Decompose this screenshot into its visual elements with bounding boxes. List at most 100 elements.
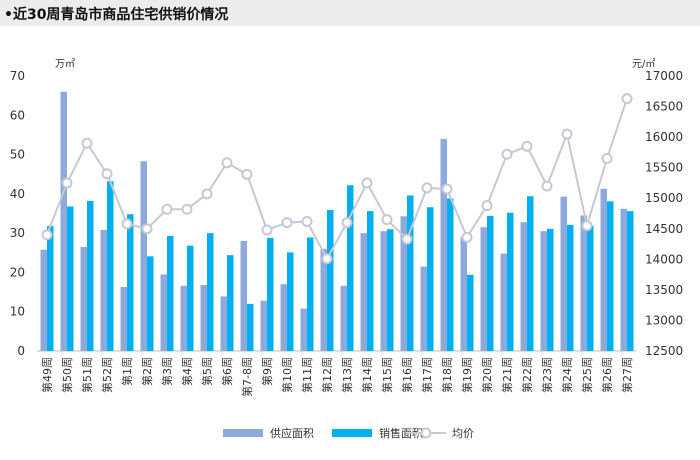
bar-supply bbox=[620, 208, 627, 351]
price-point bbox=[301, 215, 313, 227]
bar-sales bbox=[467, 274, 474, 351]
bar-supply bbox=[220, 296, 227, 351]
bar-sales bbox=[307, 237, 314, 351]
bar-sales bbox=[247, 303, 254, 351]
bar-supply bbox=[580, 215, 587, 351]
bar-sales bbox=[347, 185, 354, 351]
bar-sales bbox=[207, 233, 214, 351]
bar-sales bbox=[487, 215, 494, 351]
left-tick-label: 40 bbox=[10, 187, 25, 201]
bar-supply bbox=[400, 216, 407, 351]
price-line bbox=[46, 98, 628, 261]
bar-supply bbox=[200, 285, 207, 351]
price-point bbox=[261, 224, 273, 236]
bar-sales bbox=[147, 256, 154, 351]
price-point bbox=[561, 128, 573, 140]
bar-sales bbox=[607, 201, 614, 351]
category-label: 第51周 bbox=[80, 357, 94, 393]
price-point bbox=[281, 217, 293, 229]
bar-supply bbox=[340, 285, 347, 351]
category-label: 第15周 bbox=[380, 357, 394, 393]
bar-sales bbox=[427, 207, 434, 351]
bar-sales bbox=[67, 206, 74, 351]
category-label: 第18周 bbox=[440, 357, 454, 393]
left-tick-label: 0 bbox=[17, 344, 25, 358]
bar-supply bbox=[380, 231, 387, 351]
bar-sales bbox=[227, 255, 234, 351]
category-label: 第24周 bbox=[560, 357, 574, 393]
category-label: 第7-8周 bbox=[240, 357, 254, 397]
price-point bbox=[461, 231, 473, 243]
left-tick-label: 10 bbox=[10, 305, 25, 319]
price-point bbox=[181, 203, 193, 215]
price-point bbox=[101, 168, 113, 180]
bar-supply bbox=[540, 231, 547, 351]
price-point bbox=[621, 93, 633, 105]
title-bar: •近30周青岛市商品住宅供销价情况 bbox=[0, 0, 700, 26]
legend-marker-price bbox=[420, 427, 432, 439]
bar-supply bbox=[160, 274, 167, 351]
price-point bbox=[121, 218, 133, 230]
category-label: 第16周 bbox=[400, 357, 414, 393]
price-point bbox=[341, 217, 353, 229]
bar-sales bbox=[47, 226, 54, 351]
right-tick-label: 16000 bbox=[645, 130, 683, 144]
bar-supply bbox=[460, 237, 467, 351]
category-label: 第5周 bbox=[200, 357, 214, 386]
bar-sales bbox=[127, 214, 134, 351]
price-point bbox=[501, 148, 513, 160]
category-label: 第11周 bbox=[300, 357, 314, 393]
left-tick-label: 20 bbox=[10, 265, 25, 279]
category-label: 第23周 bbox=[540, 357, 554, 393]
bar-sales bbox=[367, 211, 374, 351]
bar-supply bbox=[260, 300, 267, 351]
bar-supply bbox=[600, 188, 607, 351]
bar-supply bbox=[360, 233, 367, 351]
price-point bbox=[541, 180, 553, 192]
bar-supply bbox=[240, 241, 247, 351]
legend-swatch-supply bbox=[223, 429, 263, 437]
price-point bbox=[481, 200, 493, 212]
category-label: 第14周 bbox=[360, 357, 374, 393]
bar-supply bbox=[100, 230, 107, 351]
category-label: 第4周 bbox=[180, 357, 194, 386]
chart-title: •近30周青岛市商品住宅供销价情况 bbox=[4, 7, 229, 23]
category-label: 第6周 bbox=[220, 357, 234, 386]
left-tick-label: 60 bbox=[10, 108, 25, 122]
bar-sales bbox=[167, 235, 174, 351]
bar-supply bbox=[40, 249, 47, 351]
legend-label-price: 均价 bbox=[452, 427, 474, 440]
right-axis-unit: 元/㎡ bbox=[632, 58, 655, 70]
category-label: 第1周 bbox=[120, 357, 134, 386]
category-label: 第19周 bbox=[460, 357, 474, 393]
category-label: 第10周 bbox=[280, 357, 294, 393]
bar-sales bbox=[547, 228, 554, 351]
bar-supply bbox=[180, 285, 187, 351]
price-point bbox=[201, 188, 213, 200]
bar-sales bbox=[187, 245, 194, 351]
category-label: 第2周 bbox=[140, 357, 154, 386]
bar-supply bbox=[420, 266, 427, 351]
bar-supply bbox=[320, 248, 327, 351]
price-point bbox=[41, 229, 53, 241]
category-label: 第50周 bbox=[60, 357, 74, 393]
right-tick-label: 15500 bbox=[645, 161, 683, 175]
bar-sales bbox=[527, 196, 534, 351]
left-tick-label: 30 bbox=[10, 226, 25, 240]
bar-sales bbox=[507, 212, 514, 351]
price-point bbox=[361, 177, 373, 189]
category-label: 第52周 bbox=[100, 357, 114, 393]
price-point bbox=[61, 177, 73, 189]
bar-sales bbox=[387, 229, 394, 351]
bar-supply bbox=[140, 161, 147, 351]
bar-sales bbox=[327, 209, 334, 351]
left-tick-label: 50 bbox=[10, 148, 25, 162]
bar-supply bbox=[500, 253, 507, 351]
price-point bbox=[241, 168, 253, 180]
bar-sales bbox=[567, 224, 574, 351]
price-point bbox=[221, 157, 233, 169]
legend-label-sales: 销售面积 bbox=[379, 426, 423, 440]
price-point bbox=[381, 214, 393, 226]
legend-label-supply: 供应面积 bbox=[270, 426, 314, 440]
right-tick-label: 14500 bbox=[645, 222, 683, 236]
